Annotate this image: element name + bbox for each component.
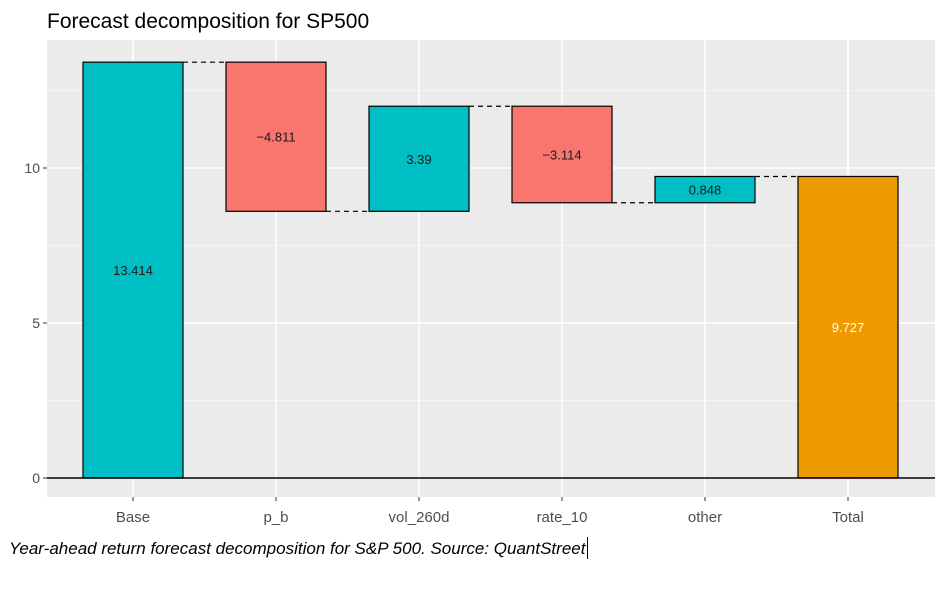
- axis-layer: 0 5 10 Base p_b vol_260d rate_10 other Total: [24, 160, 935, 526]
- chart-title: Forecast decomposition for SP500: [47, 10, 369, 33]
- x-tick-label: Base: [116, 509, 150, 526]
- waterfall-chart: Forecast decomposition for SP500 13.414 −…: [24, 10, 935, 526]
- bar-rate_10: [511, 105, 613, 204]
- bar-other: [654, 175, 756, 204]
- y-tick-label: 10: [24, 160, 40, 176]
- bar-value-label: 0.848: [689, 183, 722, 198]
- caption-text: Year-ahead return forecast decomposition…: [9, 539, 586, 558]
- y-tick-label: 0: [32, 470, 40, 486]
- x-tick-label: Total: [832, 509, 864, 526]
- text-cursor: [587, 537, 589, 559]
- bar-value-label: −3.114: [542, 147, 581, 162]
- y-tick-label: 5: [32, 315, 40, 331]
- plot-panel: [47, 40, 935, 497]
- x-tick-label: other: [688, 509, 722, 526]
- bar-Total: [797, 175, 899, 479]
- bar-vol_260d: [368, 105, 470, 212]
- bar-p_b: [225, 61, 327, 212]
- x-tick-label: rate_10: [537, 509, 588, 526]
- bar-value-label: −4.811: [256, 130, 295, 145]
- x-tick-label: vol_260d: [389, 509, 450, 526]
- bar-value-label: 13.414: [113, 263, 153, 278]
- bar-Base: [82, 61, 184, 479]
- chart-svg: Forecast decomposition for SP500 13.414 −…: [24, 10, 935, 526]
- figure-caption: Year-ahead return forecast decomposition…: [9, 537, 589, 559]
- bar-value-label: 3.39: [406, 152, 431, 167]
- bar-layer: 13.414 −4.811 3.39 −3.114 0.848 9.727: [82, 61, 899, 479]
- bar-value-label: 9.727: [832, 320, 865, 335]
- x-tick-label: p_b: [263, 509, 288, 526]
